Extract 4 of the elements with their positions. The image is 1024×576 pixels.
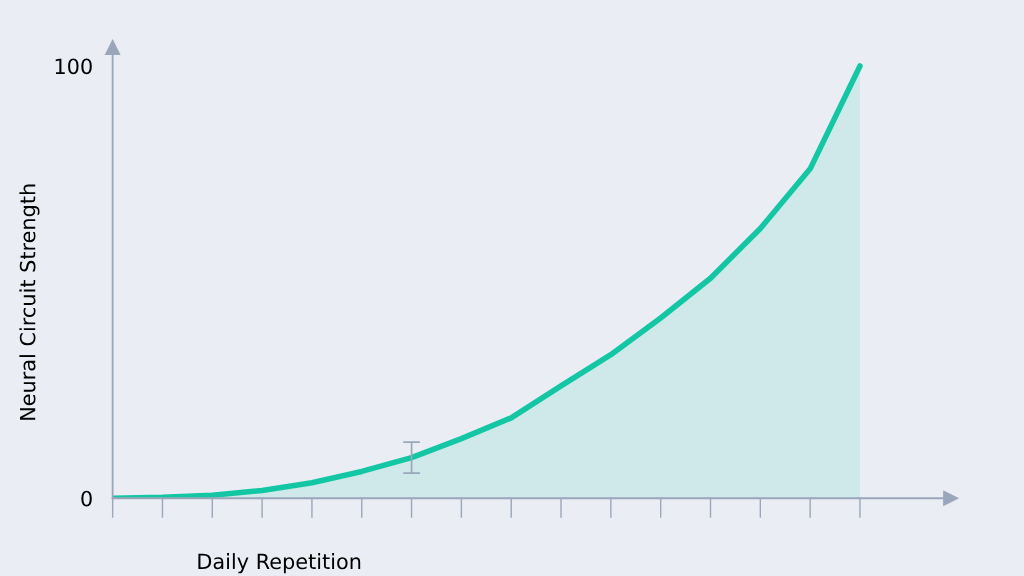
- y-axis-title: Neural Circuit Strength: [19, 184, 40, 420]
- x-axis-title: Daily Repetition: [198, 553, 361, 574]
- y-tick-label: 0: [81, 490, 92, 507]
- y-tick-label: 100: [55, 58, 92, 75]
